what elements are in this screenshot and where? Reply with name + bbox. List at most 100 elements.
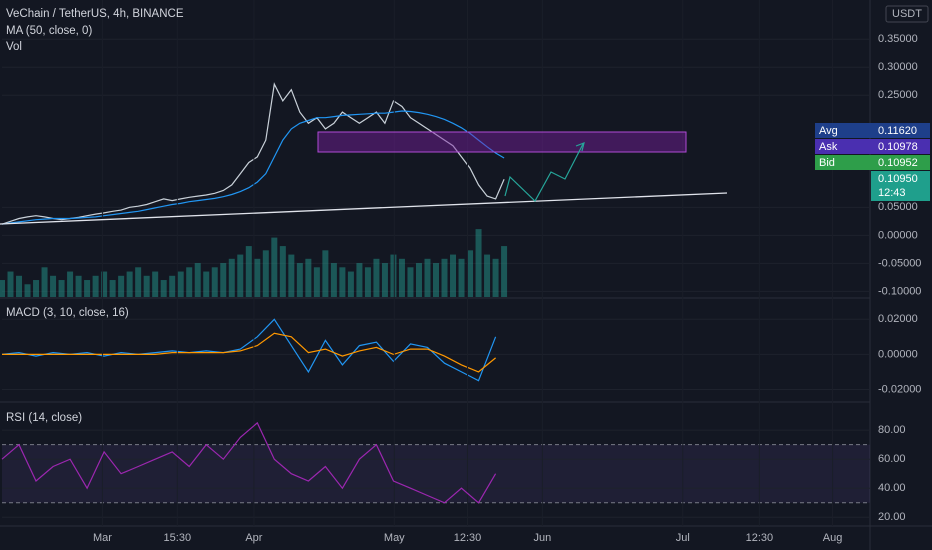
volume-bar: [126, 271, 133, 297]
plot: 0.35000 0.30000 0.25000 0.05000 0.00000 -0.05…: [0, 33, 922, 544]
label-tag: [815, 139, 843, 154]
volume-bar: [194, 263, 201, 297]
last-price-bg: [871, 171, 930, 201]
y-tick-label: 80.00: [878, 424, 906, 436]
volume-bar: [467, 250, 474, 297]
trend-line: [0, 192, 728, 225]
volume-bar: [424, 258, 431, 297]
volume-bar: [364, 267, 371, 297]
volume-bar: [16, 275, 23, 297]
volume-bar: [441, 258, 448, 297]
x-tick-label: 15:30: [164, 532, 192, 544]
volume-bar: [160, 280, 167, 297]
series-line: [1, 110, 505, 225]
volume-bar: [407, 267, 414, 297]
volume-bar: [33, 280, 40, 297]
x-tick-label: Jul: [676, 532, 690, 544]
volume-bar: [203, 271, 210, 297]
y-tick-label: 0.05000: [878, 201, 918, 213]
volume-bar: [492, 258, 499, 297]
volume-bar: [109, 280, 116, 297]
volume-bar: [84, 280, 91, 297]
volume-bar: [330, 263, 337, 297]
volume-bar: [228, 258, 235, 297]
volume-bar: [101, 271, 108, 297]
volume-bar: [484, 254, 491, 297]
legend: MA (50, close, 0): [6, 25, 92, 37]
volume-bar: [288, 254, 295, 297]
volume-bar: [211, 267, 218, 297]
volume-bar: [177, 271, 184, 297]
volume-bar: [339, 267, 346, 297]
volume-bar: [24, 284, 31, 297]
volume-bar: [118, 275, 125, 297]
volume-bar: [458, 258, 465, 297]
zone-box: [317, 131, 687, 153]
volume-bar: [271, 237, 278, 297]
legend: RSI (14, close): [6, 412, 82, 424]
series-line: [1, 421, 497, 504]
label-value-bg: [843, 139, 930, 154]
volume-bar: [390, 254, 397, 297]
volume-bar: [322, 250, 329, 297]
x-tick-label: Jun: [533, 532, 551, 544]
volume-bar: [152, 271, 159, 297]
volume-bar: [296, 263, 303, 297]
volume-bar: [450, 254, 457, 297]
label-value: 0.10952: [878, 157, 918, 169]
x-tick-label: Mar: [93, 532, 112, 544]
volume-bar: [169, 275, 176, 297]
y-tick-label: 0.02000: [878, 313, 918, 325]
series-line: [1, 82, 505, 225]
volume-bar: [237, 254, 244, 297]
last-price: 0.10950: [878, 173, 918, 185]
volume-bar: [67, 271, 74, 297]
volume-bar: [92, 275, 99, 297]
volume-bar: [415, 263, 422, 297]
volume-bar: [433, 263, 439, 297]
volume-bar: [501, 246, 508, 297]
label-tag: [815, 155, 843, 170]
series-line: [2, 332, 496, 373]
label-name: Bid: [819, 157, 835, 169]
volume-bar: [398, 258, 405, 297]
y-tick-label: 0.00000: [878, 229, 918, 241]
countdown: 12:43: [878, 187, 906, 199]
x-tick-label: Aug: [823, 532, 843, 544]
volume-bar: [186, 267, 193, 297]
volume-bar: [7, 271, 14, 297]
x-tick-label: Apr: [245, 532, 262, 544]
label-value: 0.11620: [878, 125, 917, 137]
volume-bar: [381, 263, 388, 297]
y-tick-label: -0.02000: [878, 383, 921, 395]
legend: Vol: [6, 41, 22, 53]
volume-bar: [305, 258, 312, 297]
y-tick-label: 0.00000: [878, 348, 918, 360]
series-line: [1, 318, 497, 382]
y-tick-label: 40.00: [878, 482, 906, 494]
rsi-band: [2, 444, 870, 503]
unit[interactable]: USDT: [892, 8, 922, 20]
volume-bar: [135, 267, 142, 297]
label-name: Avg: [819, 125, 838, 137]
volume-bar: [373, 258, 380, 297]
volume-bar: [41, 267, 48, 297]
label-name: Ask: [819, 141, 838, 153]
volume-bar: [356, 263, 363, 297]
y-tick-label: -0.10000: [878, 285, 921, 297]
y-tick-label: 0.30000: [878, 61, 918, 73]
volume-bar: [245, 246, 252, 297]
y-tick-label: 0.35000: [878, 33, 918, 45]
volume-bar: [475, 229, 482, 297]
x-tick-label: May: [384, 532, 405, 544]
arrow-head: [575, 142, 585, 152]
label-value: 0.10978: [878, 141, 918, 153]
volume-bar: [262, 250, 269, 297]
unit-badge[interactable]: [885, 5, 929, 23]
y-tick-label: 20.00: [878, 511, 906, 523]
label-value-bg: [843, 155, 930, 170]
volume-bar: [0, 280, 5, 297]
label-tag: [815, 123, 843, 138]
y-tick-label: 0.25000: [878, 89, 918, 101]
